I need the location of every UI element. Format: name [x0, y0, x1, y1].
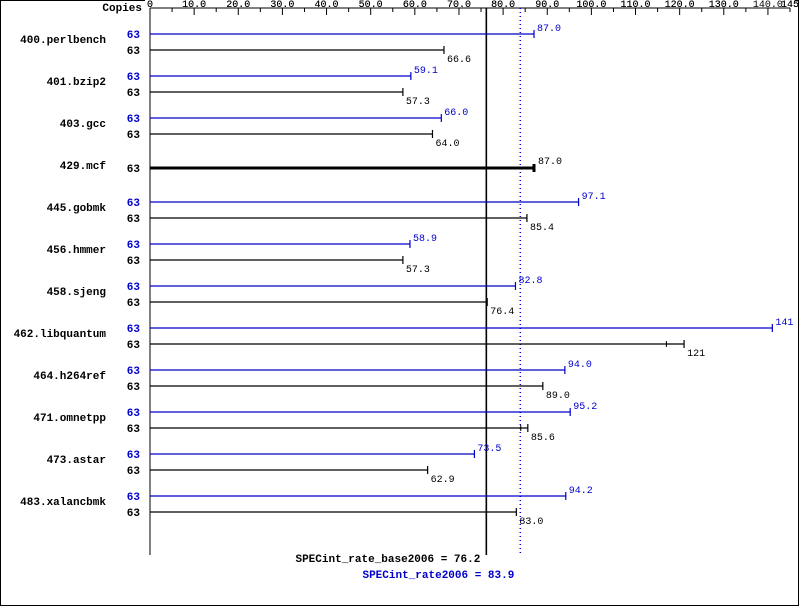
bar-value: 121: [687, 349, 705, 360]
copies-value: 63: [127, 508, 141, 520]
benchmark-name: 473.astar: [47, 455, 106, 467]
copies-value: 63: [127, 366, 141, 378]
copies-value: 63: [127, 30, 141, 42]
bar-value: 97.1: [582, 192, 606, 203]
benchmark-name: 462.libquantum: [14, 329, 107, 341]
xaxis-label: 40.0: [315, 0, 339, 11]
copies-value: 63: [127, 214, 141, 226]
bar-value: 59.1: [414, 66, 438, 77]
bar-value: 73.5: [477, 444, 501, 455]
copies-value: 63: [127, 424, 141, 436]
copies-value: 63: [127, 340, 141, 352]
benchmark-name: 445.gobmk: [47, 203, 107, 215]
benchmark-name: 400.perlbench: [20, 35, 106, 47]
xaxis-label: 110.0: [621, 0, 651, 11]
summary-label: SPECint_rate2006 = 83.9: [362, 570, 514, 582]
xaxis-label: 20.0: [226, 0, 250, 11]
benchmark-name: 483.xalancbmk: [20, 497, 106, 509]
bar-value: 58.9: [413, 234, 437, 245]
copies-value: 63: [127, 88, 141, 100]
benchmark-name: 471.omnetpp: [33, 413, 106, 425]
copies-value: 63: [127, 298, 141, 310]
copies-value: 63: [127, 466, 141, 478]
copies-value: 63: [127, 450, 141, 462]
copies-value: 63: [127, 72, 141, 84]
copies-value: 63: [127, 382, 141, 394]
copies-value: 63: [127, 198, 141, 210]
benchmark-name: 403.gcc: [60, 119, 106, 131]
bar-value: 57.3: [406, 97, 430, 108]
copies-value: 63: [127, 240, 141, 252]
bar-value: 87.0: [538, 157, 562, 168]
benchmark-name: 429.mcf: [60, 161, 107, 173]
bar-value: 87.0: [537, 24, 561, 35]
xaxis-label: 10.0: [182, 0, 206, 11]
summary-label: SPECint_rate_base2006 = 76.2: [295, 554, 480, 566]
xaxis-label: 0: [147, 0, 153, 11]
copies-value: 63: [127, 164, 141, 176]
xaxis-label: 100.0: [576, 0, 606, 11]
bar-value: 57.3: [406, 265, 430, 276]
copies-value: 63: [127, 256, 141, 268]
xaxis-label: 145: [781, 0, 799, 11]
xaxis-label: 60.0: [403, 0, 427, 11]
bar-value: 82.8: [518, 276, 542, 287]
bar-value: 64.0: [435, 139, 459, 150]
xaxis-label: 120.0: [665, 0, 695, 11]
chart-border: [1, 1, 799, 606]
copies-value: 63: [127, 324, 141, 336]
bar-value: 66.6: [447, 55, 471, 66]
copies-value: 63: [127, 492, 141, 504]
bar-value: 66.0: [444, 108, 468, 119]
copies-value: 63: [127, 130, 141, 142]
bar-value: 141: [775, 318, 793, 329]
xaxis-label: 70.0: [447, 0, 471, 11]
bar-value: 85.4: [530, 223, 554, 234]
copies-value: 63: [127, 46, 141, 58]
benchmark-name: 456.hmmer: [47, 245, 106, 257]
benchmark-name: 458.sjeng: [47, 287, 106, 299]
bar-value: 94.0: [568, 360, 592, 371]
spec-rate-chart: 0 10.0 20.0 30.0 40.0 50.0 60.0 70.0 80.0 90.0 100…: [0, 0, 799, 606]
copies-header: Copies: [102, 3, 142, 15]
bar-value: 62.9: [431, 475, 455, 486]
benchmark-name: 401.bzip2: [47, 77, 106, 89]
xaxis-tick: 140.0: [753, 0, 783, 11]
xaxis-label: 80.0: [491, 0, 515, 11]
bar-value: 76.4: [490, 307, 514, 318]
xaxis-label: 30.0: [270, 0, 294, 11]
bar-value: 94.2: [569, 486, 593, 497]
bar-value: 83.0: [519, 517, 543, 528]
bar-value: 95.2: [573, 402, 597, 413]
copies-value: 63: [127, 114, 141, 126]
bar-value: 85.6: [531, 433, 555, 444]
xaxis-label: 50.0: [359, 0, 383, 11]
xaxis-label: 90.0: [535, 0, 559, 11]
copies-value: 63: [127, 408, 141, 420]
copies-value: 63: [127, 282, 141, 294]
benchmark-name: 464.h264ref: [33, 371, 106, 383]
xaxis-label: 130.0: [709, 0, 739, 11]
bar-value: 89.0: [546, 391, 570, 402]
